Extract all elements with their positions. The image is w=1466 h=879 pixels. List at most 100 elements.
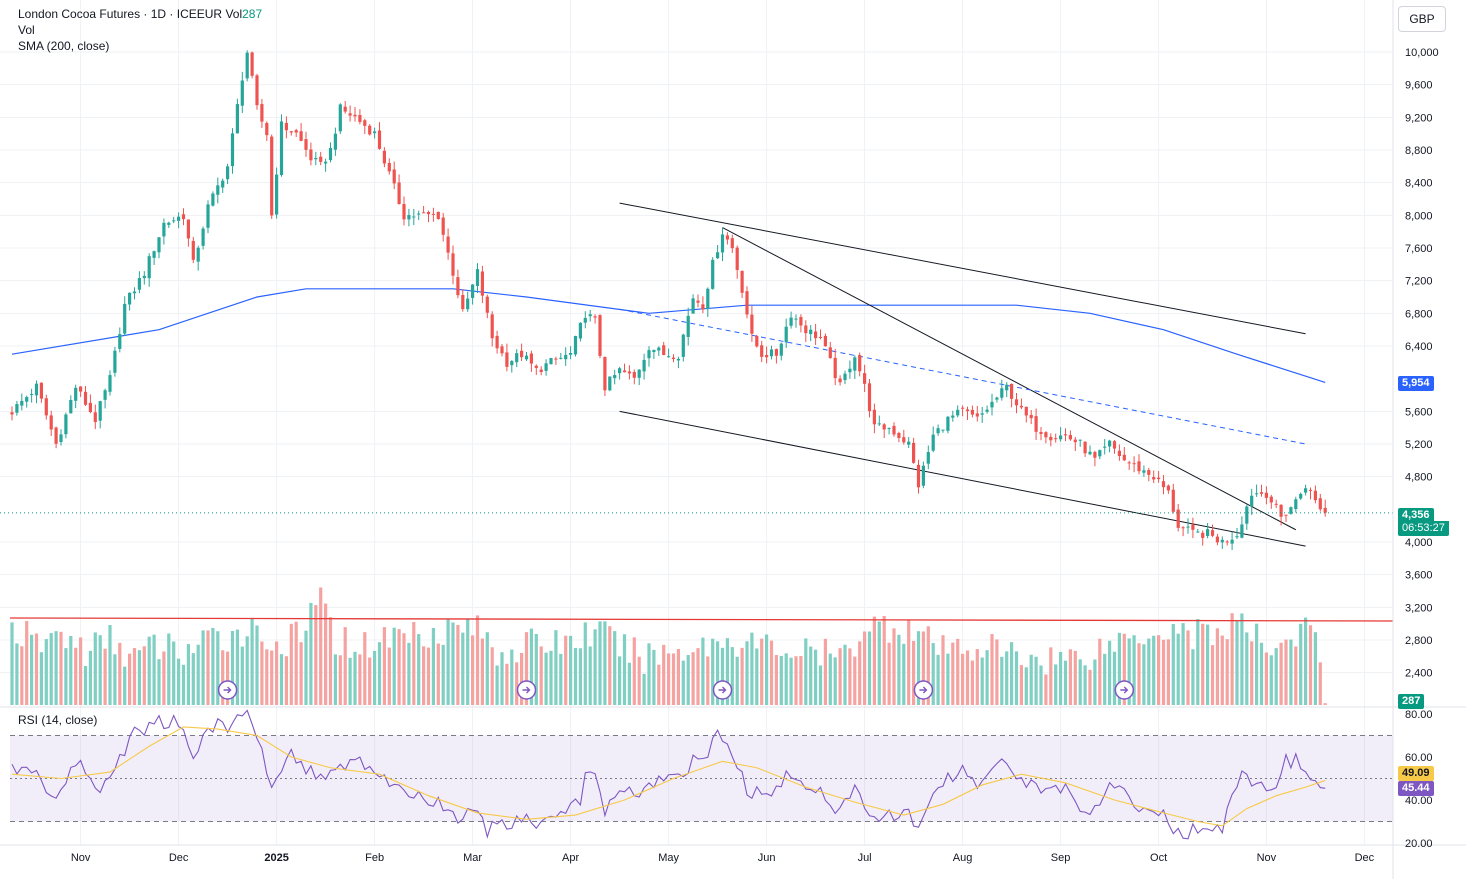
candle [794,314,798,328]
currency-button[interactable]: GBP [1398,6,1446,32]
candle [34,380,39,404]
trendline[interactable] [722,227,1297,531]
legend-rsi[interactable]: RSI (14, close) [18,712,97,728]
candle [622,363,627,373]
volume-bar [1166,639,1170,705]
price-tick-label: 5,200 [1405,439,1433,451]
candle [1313,485,1317,504]
time-tick-label: Dec [1355,852,1375,864]
volume-bar [559,653,563,705]
candle [569,346,573,360]
candle [1132,456,1136,473]
volume-bar [142,646,146,705]
trendline[interactable] [619,410,1306,547]
event-marker-icon[interactable] [217,680,238,700]
volume-bar [1240,613,1244,705]
volume-bar [260,641,264,705]
candle [1034,408,1038,440]
candle [799,314,803,333]
candle [902,429,906,445]
rsi-panel [10,709,1393,840]
last-price-tag: 4,356 [1398,508,1434,522]
candle [1215,533,1219,546]
volume-bar [867,631,872,705]
legend-vol[interactable]: Vol [18,23,35,37]
event-marker-icon[interactable] [1114,680,1135,700]
event-markers[interactable] [217,680,1135,700]
candle [1068,430,1072,441]
legend-sma[interactable]: SMA (200, close) [18,39,110,53]
candle [539,366,543,376]
event-marker-icon[interactable] [712,680,733,700]
volume-bar [956,638,960,705]
volume-bar [1108,640,1112,705]
volume-bar [113,654,117,705]
candle [294,128,298,138]
legend-symbol[interactable]: London Cocoa Futures · 1D · ICEEUR Vol28… [18,6,262,22]
candle [632,369,636,385]
candle [382,147,386,168]
candle [618,366,622,380]
volume-bar [377,642,382,705]
volume-bar [49,633,53,705]
candle [814,323,818,345]
trendline[interactable] [619,202,1306,335]
candle [515,349,519,368]
volume-bar [916,631,921,705]
volume-reference-line[interactable] [9,617,1394,622]
candle [206,200,210,234]
candle [809,324,813,342]
rsi-ma-line[interactable] [11,726,1326,827]
volume-bar [485,632,489,705]
volume-bar [1206,624,1210,705]
candle [716,245,720,260]
time-tick-label: May [658,852,679,864]
volume-bar [1181,623,1185,705]
volume-bar [907,620,911,705]
volume-bar [30,634,34,705]
volume-bar [221,650,225,705]
trendlines [619,202,1306,547]
rsi-ma-tag: 49.09 [1398,766,1434,781]
volume-bar [858,641,862,705]
candle [167,221,171,228]
volume-bar [1318,662,1322,705]
candle [1245,504,1249,530]
volume-bar [319,587,323,705]
volume-bar [392,627,396,705]
candle [1088,445,1092,456]
volume-bar [965,650,970,705]
volume-bar [1049,647,1053,705]
candle [706,287,710,317]
rsi-line[interactable] [11,709,1326,840]
candle [1235,528,1239,539]
volume-bar [226,651,230,705]
candle [936,424,940,436]
volume-bar [328,617,333,705]
event-marker-icon[interactable] [913,680,934,700]
candle [397,174,401,205]
event-marker-icon[interactable] [516,680,537,700]
candle [363,118,367,135]
volume-bar [1059,651,1063,705]
candle [328,142,333,163]
volume-bar [583,622,587,705]
volume-bar [941,635,945,705]
candle [544,359,548,376]
volume-bar [1122,633,1126,705]
volume-bar [88,650,92,705]
vol-value: 287 [242,7,263,21]
sma-200-line[interactable] [11,288,1326,383]
grid [0,0,1393,845]
candle [147,253,151,287]
candle [1098,449,1102,460]
time-tick-label: Jul [858,852,872,864]
candle [686,307,690,346]
volume-bar [368,657,372,705]
volume-bar [1299,623,1303,705]
candle [373,127,377,139]
candle [235,98,239,134]
candle [79,386,83,397]
